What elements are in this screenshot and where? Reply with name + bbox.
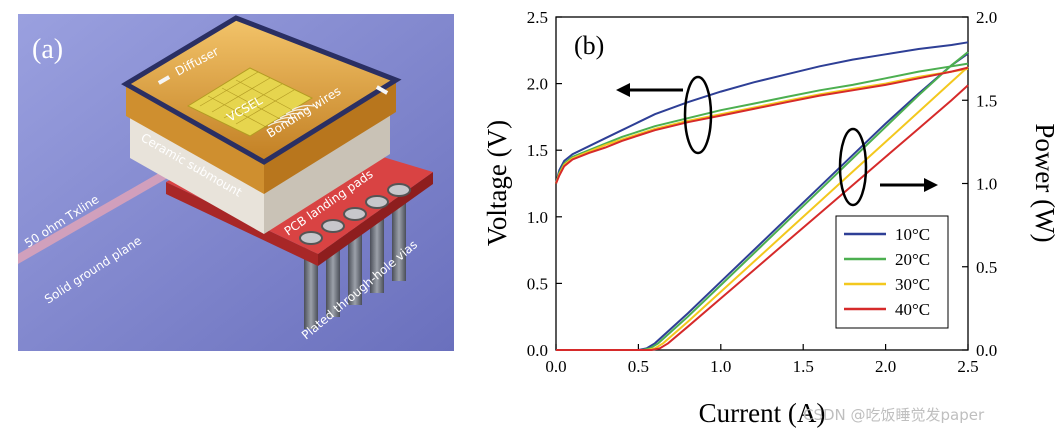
ceramic-submount-left: [130, 114, 264, 234]
legend-label-2: 20°C: [895, 250, 930, 269]
vcsel-chip: [186, 67, 314, 137]
y-left-tick-label: 2.5: [527, 8, 548, 27]
y-axis-title-right: Power (W): [1030, 123, 1055, 242]
y-right-tick-label: 1.0: [976, 175, 997, 194]
vcsel-emitter-grid: [199, 71, 297, 129]
y-axis-title-left: Voltage (V): [482, 120, 512, 246]
corner-clip-right: [375, 85, 389, 95]
diffuser-wall-left: [126, 84, 264, 194]
power-ellipse-annotation: [838, 127, 868, 207]
diffuser-wall-right: [264, 80, 396, 194]
ceramic-submount-right: [264, 110, 390, 234]
voltage-line-2: [555, 62, 969, 184]
voltage-ellipse-annotation: [683, 75, 713, 155]
y-left-tick-label: 2.0: [527, 75, 548, 94]
panel-b-label: (b): [574, 31, 604, 60]
voltage-line-1: [555, 41, 969, 184]
y-right-tick-label: 1.5: [976, 91, 997, 110]
liv-chart: 0.0 0.5 1.0 1.5 2.0 2.5 0.0 0.5 1.0 1.5 2.0 2.5 0.0 0…: [470, 0, 1055, 433]
y-right-tick-label: 0.5: [976, 258, 997, 277]
y-left-tick-label: 0.5: [527, 274, 548, 293]
x-tick-label: 1.0: [710, 357, 731, 376]
left-arrow-icon: [616, 83, 683, 97]
legend-label-4: 40°C: [895, 300, 930, 319]
legend: 10°C 20°C 30°C 40°C: [835, 215, 949, 329]
y-left-tick-label: 1.0: [527, 208, 548, 227]
pcb-landing-pads: [299, 183, 411, 245]
legend-label-1: 10°C: [895, 225, 930, 244]
y-right-tick-label: 0.0: [976, 341, 997, 360]
x-tick-label: 1.5: [793, 357, 814, 376]
x-tick-label: 0.5: [628, 357, 649, 376]
legend-label-3: 30°C: [895, 275, 930, 294]
power-line-3: [556, 66, 969, 351]
x-tick-label: 0.0: [545, 357, 566, 376]
pcb-board-side: [166, 182, 318, 266]
y-left-tick-label: 0.0: [527, 341, 548, 360]
bonding-wires: [267, 104, 315, 127]
voltage-line-3: [555, 67, 969, 184]
power-line-4: [556, 84, 969, 351]
package-illustration: (a) Diffuser VCSEL Bonding wires Ceramic…: [18, 14, 454, 351]
right-arrow-icon: [880, 178, 938, 192]
corner-clip-left: [157, 75, 171, 85]
x-tick-label: 2.5: [957, 357, 978, 376]
x-axis-title: Current (A): [699, 398, 826, 428]
voltage-line-4: [555, 66, 969, 184]
power-line-2: [556, 51, 969, 351]
txline-trace: [18, 162, 178, 264]
y-right-tick-label: 2.0: [976, 8, 997, 27]
panel-a-label: (a): [32, 34, 63, 65]
power-line-1: [556, 52, 969, 351]
watermark: CSDN @吃饭睡觉发paper: [803, 406, 985, 424]
y-left-tick-label: 1.5: [527, 141, 548, 160]
x-tick-label: 2.0: [875, 357, 896, 376]
